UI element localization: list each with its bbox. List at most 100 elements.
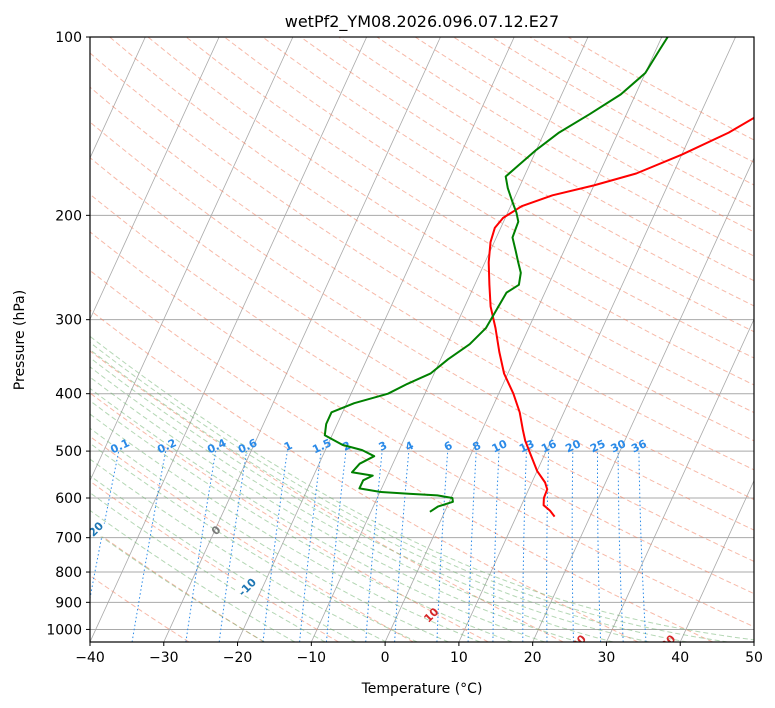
x-tick-label: 20	[524, 650, 542, 666]
moist-adiabat-line	[90, 366, 614, 642]
y-tick-label: 400	[55, 387, 82, 403]
moist-adiabat-line	[90, 349, 688, 642]
moist-adiabat-label: 20	[569, 632, 589, 652]
y-tick-label: 100	[55, 30, 82, 46]
dry-adiabat-line	[491, 37, 754, 186]
dry-adiabat-line	[109, 37, 754, 442]
dry-adiabat-line	[90, 193, 754, 595]
mixing-ratio-label: 16	[539, 437, 559, 455]
x-tick-label: 50	[745, 650, 763, 666]
dry-adiabat-line	[300, 37, 754, 307]
mixing-ratio-line	[492, 451, 500, 642]
plot-frame	[89, 36, 755, 643]
dry-adiabat-label-bg	[90, 523, 107, 537]
x-tick-label: 40	[671, 650, 689, 666]
y-tick-label: 800	[55, 565, 82, 581]
dry-adiabat-line	[90, 121, 754, 531]
mixing-ratio-line	[131, 451, 167, 642]
x-axis: −40 −30 −20 −10 0 10 20 30 40 50	[75, 642, 763, 666]
y-tick-label: 1000	[46, 622, 82, 638]
y-tick-label: 600	[55, 491, 82, 507]
chart-title: wetPf2_YM08.2026.096.07.12.E27	[285, 12, 559, 32]
x-tick-label: −40	[75, 650, 105, 666]
moist-adiabat-label: 40	[762, 632, 775, 652]
isotherm-line	[90, 37, 220, 321]
y-tick-label: 700	[55, 531, 82, 547]
isotherm-line	[90, 37, 146, 159]
dry-adiabat-label-bg	[235, 580, 260, 594]
dry-adiabat-line	[185, 37, 754, 386]
y-tick-label: 200	[55, 208, 82, 224]
moist-adiabat-line	[90, 400, 513, 642]
isotherm-line	[753, 641, 754, 642]
dry-adiabat-line	[147, 37, 754, 414]
moist-adiabat-line	[90, 442, 418, 642]
mixing-ratio-label: 25	[588, 437, 607, 455]
moist-adiabat-line	[90, 341, 728, 642]
mixing-ratio-label: 20	[563, 437, 583, 455]
mixing-ratio-line	[365, 451, 383, 642]
moist-adiabat-line	[90, 357, 650, 642]
temperature-profile-line	[487, 116, 754, 518]
y-tick-label: 500	[55, 444, 82, 460]
dry-adiabat-line	[90, 52, 754, 471]
mixing-ratio-line	[546, 451, 550, 642]
isotherm-line	[458, 37, 736, 642]
dry-adiabat-line	[376, 37, 754, 257]
x-tick-label: −10	[297, 650, 327, 666]
moist-adiabat-line	[90, 527, 265, 642]
isotherm-line	[384, 37, 663, 642]
moist-adiabat-line	[90, 509, 296, 642]
x-tick-label: −20	[223, 650, 253, 666]
moist-adiabat-line	[90, 492, 326, 642]
mixing-ratio-line	[90, 451, 120, 601]
moist-adiabat-label: 0	[209, 523, 224, 538]
plot-area: -100-90-80-70-60-50-40-30-20-100.10.20.4…	[0, 37, 775, 652]
x-tick-label: 0	[381, 650, 390, 666]
isotherm-line	[0, 37, 72, 642]
isotherm-line	[163, 37, 441, 642]
x-tick-label: −30	[149, 650, 179, 666]
y-axis-label: Pressure (hPa)	[12, 290, 28, 390]
x-tick-label: 30	[598, 650, 616, 666]
dry-adiabat-line	[414, 37, 754, 233]
moist-adiabat-line	[90, 413, 481, 642]
dry-adiabat-line	[223, 37, 754, 359]
mixing-ratio-line	[394, 451, 410, 642]
dry-adiabat-label: -20	[83, 519, 106, 542]
dry-adiabat-line	[262, 37, 754, 333]
dry-adiabat-line	[567, 37, 754, 141]
dewpoint-profile-line	[323, 37, 669, 513]
isotherm-line	[606, 318, 754, 642]
mixing-ratio-line	[299, 451, 322, 642]
isotherm-line	[90, 37, 294, 482]
mixing-ratio-label: 0.1	[108, 436, 131, 456]
moist-adiabat-line	[90, 387, 546, 642]
mixing-ratio-line	[325, 451, 347, 642]
mixing-ratio-line	[617, 451, 624, 642]
mixing-ratio-line	[638, 451, 647, 642]
mixing-ratio-label: 36	[629, 437, 649, 455]
y-tick-label: 300	[55, 313, 82, 329]
moist-adiabat-line	[90, 335, 754, 641]
isotherm-line	[237, 37, 515, 642]
dry-adiabat-line	[453, 37, 754, 209]
moist-adiabat-label: 30	[658, 632, 678, 652]
dry-adiabat-line	[90, 86, 754, 501]
mixing-ratio-line	[522, 451, 527, 642]
dry-adiabat-line	[90, 575, 190, 642]
dry-adiabat-line	[90, 392, 489, 642]
y-axis: 100 200 300 400 500 600 700 800 900 1000	[46, 30, 90, 638]
mixing-ratio-label: 3	[377, 439, 389, 454]
dry-adiabat-line	[90, 269, 713, 642]
mixing-ratio-line	[262, 451, 288, 642]
mixing-ratio-line	[597, 451, 602, 642]
x-tick-label: 10	[450, 650, 468, 666]
dry-adiabat-line	[90, 435, 414, 642]
mixing-ratio-line	[185, 451, 217, 642]
dry-adiabat-line	[90, 231, 754, 628]
dry-adiabat-line	[90, 350, 564, 642]
x-axis-label: Temperature (°C)	[361, 681, 483, 697]
mixing-ratio-label: 0.2	[155, 436, 178, 456]
